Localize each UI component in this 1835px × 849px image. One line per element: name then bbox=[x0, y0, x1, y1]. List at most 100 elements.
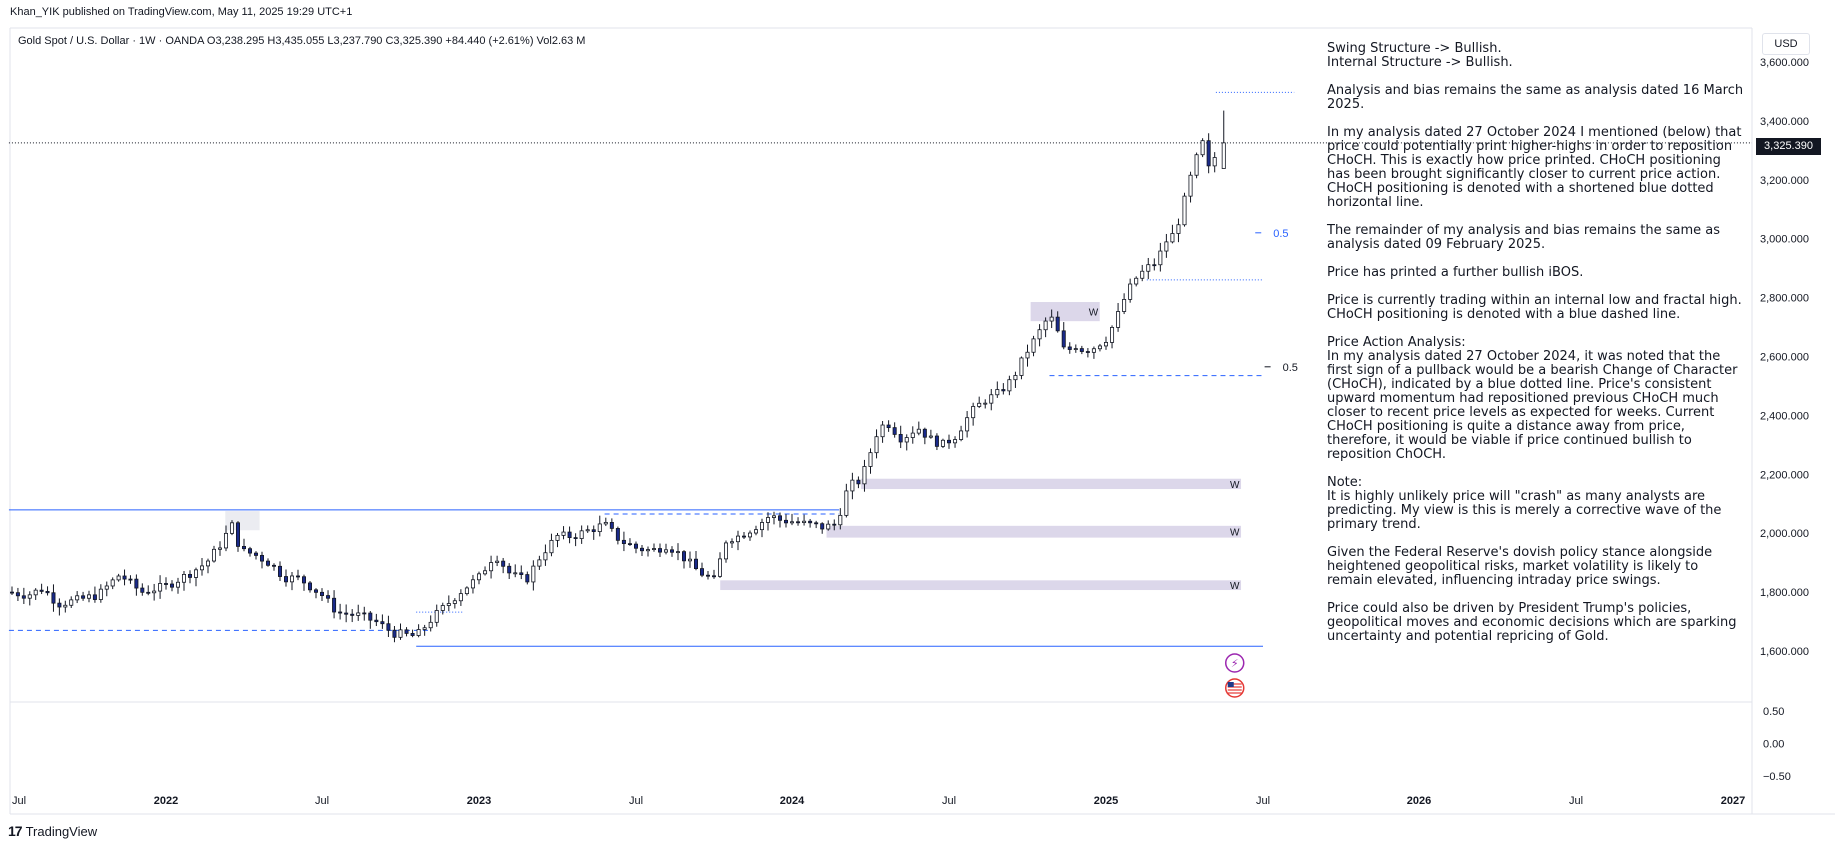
candle-body bbox=[307, 582, 312, 591]
candle-body bbox=[513, 572, 518, 575]
candle-body bbox=[1013, 375, 1018, 381]
price-tick-label: 3,400.000 bbox=[1760, 116, 1809, 128]
candle-body bbox=[404, 629, 409, 634]
candle-body bbox=[134, 578, 139, 589]
candle-body bbox=[253, 552, 258, 556]
candle-body bbox=[1212, 157, 1217, 167]
candle-body bbox=[428, 621, 433, 629]
candle-body bbox=[983, 402, 988, 405]
candle-body bbox=[615, 528, 620, 541]
candle-body bbox=[832, 523, 837, 526]
candle-body bbox=[796, 521, 801, 524]
candle-body bbox=[742, 535, 747, 538]
candle-body bbox=[199, 565, 204, 571]
candle-body bbox=[730, 541, 735, 544]
candle-body bbox=[265, 560, 270, 566]
candle-body bbox=[33, 589, 38, 596]
candle-body bbox=[416, 629, 421, 636]
candle-body bbox=[549, 539, 554, 554]
candle-body bbox=[295, 575, 300, 578]
candle-body bbox=[1104, 342, 1109, 347]
zone-label: W bbox=[1230, 480, 1240, 491]
candle-body bbox=[452, 600, 457, 604]
candle-body bbox=[880, 424, 885, 438]
candle-body bbox=[1001, 389, 1006, 392]
candle-body bbox=[1061, 330, 1066, 348]
candle-body bbox=[1025, 351, 1030, 359]
symbol-ohlc-line[interactable]: Gold Spot / U.S. Dollar · 1W · OANDA O3,… bbox=[18, 35, 586, 47]
fib-label: 0.5 bbox=[1273, 228, 1288, 240]
candle-body bbox=[640, 547, 645, 552]
oscillator-tick-label: −0.50 bbox=[1763, 771, 1791, 783]
candle-body bbox=[374, 619, 379, 623]
candle-body bbox=[146, 591, 151, 594]
price-tick-label: 2,600.000 bbox=[1760, 352, 1809, 364]
candle-body bbox=[27, 594, 32, 599]
candle-body bbox=[856, 479, 861, 485]
currency-button[interactable]: USD bbox=[1762, 33, 1810, 55]
event-lightning-glyph: ⚡ bbox=[1231, 657, 1239, 670]
candle-body bbox=[507, 565, 512, 574]
candle-body bbox=[158, 583, 163, 592]
candle-body bbox=[567, 531, 572, 538]
time-tick-label: Jul bbox=[942, 795, 956, 807]
candle-body bbox=[838, 514, 843, 526]
candle-body bbox=[169, 583, 174, 588]
candle-body bbox=[75, 595, 80, 601]
candle-body bbox=[652, 548, 657, 550]
candle-body bbox=[98, 588, 103, 600]
candle-body bbox=[1221, 142, 1226, 169]
price-tick-label: 3,000.000 bbox=[1760, 234, 1809, 246]
candle-body bbox=[140, 587, 145, 593]
candle-body bbox=[271, 564, 276, 567]
candle-body bbox=[1097, 345, 1102, 350]
candle-body bbox=[410, 633, 415, 636]
candle-body bbox=[386, 623, 391, 631]
note-paragraph: Price is currently trading within an int… bbox=[1327, 293, 1742, 322]
price-tick-label: 2,000.000 bbox=[1760, 528, 1809, 540]
candle-body bbox=[862, 466, 867, 485]
candle-body bbox=[15, 592, 20, 597]
candle-body bbox=[868, 452, 873, 467]
candle-body bbox=[1031, 338, 1036, 353]
candle-body bbox=[784, 519, 789, 524]
candle-body bbox=[1164, 241, 1169, 252]
candle-body bbox=[724, 542, 729, 560]
us-flag-icon[interactable] bbox=[1224, 678, 1245, 698]
tradingview-footer[interactable]: 17 TradingView bbox=[8, 823, 97, 839]
candle-body bbox=[947, 439, 952, 444]
candle-body bbox=[766, 517, 771, 523]
candle-body bbox=[1128, 283, 1133, 300]
candle-body bbox=[646, 549, 651, 552]
candle-body bbox=[217, 547, 222, 550]
candle-body bbox=[205, 560, 210, 567]
candle-body bbox=[706, 574, 711, 577]
candle-body bbox=[81, 595, 86, 599]
candle-body bbox=[965, 417, 970, 432]
candle-body bbox=[772, 515, 777, 518]
candle-body bbox=[152, 590, 157, 594]
candle-body bbox=[1146, 264, 1151, 272]
candle-body bbox=[621, 539, 626, 545]
candle-body bbox=[87, 594, 92, 599]
candle-body bbox=[39, 589, 44, 592]
note-paragraph: Note: It is highly unlikely price will "… bbox=[1327, 475, 1722, 532]
candle-body bbox=[1200, 140, 1205, 156]
candle-body bbox=[259, 555, 264, 562]
time-tick-label: Jul bbox=[629, 795, 643, 807]
time-tick-label: Jul bbox=[1256, 795, 1270, 807]
candle-body bbox=[718, 558, 723, 577]
candle-body bbox=[51, 592, 56, 604]
candle-body bbox=[1067, 346, 1072, 350]
candle-body bbox=[501, 560, 506, 567]
note-paragraph: Price could also be driven by President … bbox=[1327, 601, 1737, 644]
candle-body bbox=[458, 593, 463, 602]
candle-body bbox=[1007, 379, 1012, 392]
last-price-label: 3,325.390 bbox=[1756, 138, 1821, 155]
event-lightning-icon[interactable] bbox=[1224, 653, 1245, 673]
candle-body bbox=[92, 594, 97, 600]
candle-body bbox=[814, 522, 819, 525]
candle-body bbox=[1194, 154, 1199, 176]
candle-body bbox=[464, 587, 469, 595]
